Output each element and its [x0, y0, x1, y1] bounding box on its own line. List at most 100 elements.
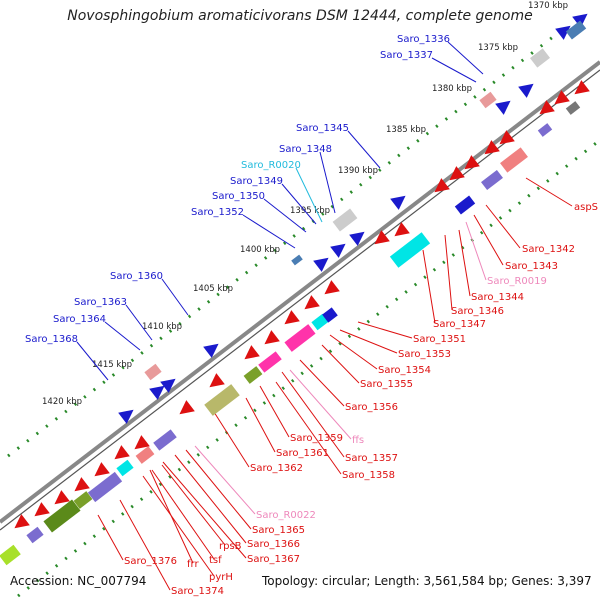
backbone-edge: [0, 69, 600, 531]
gene-label-forward: Saro_1364: [53, 314, 106, 325]
leader-line: [125, 304, 153, 341]
gene-label-forward: Saro_1348: [279, 144, 332, 155]
reverse-gene-arrow: [539, 100, 555, 115]
leader-line: [525, 177, 573, 207]
reverse-gene-block: [43, 499, 81, 533]
leader-line: [242, 214, 296, 249]
reverse-gene-block: [153, 429, 177, 451]
leader-line: [289, 369, 352, 440]
reverse-gene-arrow: [499, 130, 515, 145]
reverse-gene-arrow: [179, 400, 195, 415]
reverse-gene-block: [243, 366, 263, 384]
gene-label-reverse-rna: ffs: [352, 435, 364, 446]
leader-line: [185, 449, 252, 530]
reverse-gene-block: [481, 169, 503, 191]
leader-line: [151, 469, 215, 560]
reverse-gene-arrow: [14, 514, 30, 529]
gene-label-forward: Saro_1363: [74, 297, 127, 308]
gene-label-reverse: Saro_1358: [342, 470, 395, 481]
reverse-gene-arrow: [394, 222, 410, 237]
forward-gene-arrow: [118, 409, 134, 424]
leader-line: [319, 151, 336, 214]
reverse-gene-arrow: [244, 345, 260, 360]
reverse-gene-arrow: [484, 140, 500, 155]
leader-line: [142, 475, 215, 577]
reverse-gene-block: [26, 526, 44, 544]
scale-label: 1420 kbp: [42, 397, 82, 407]
reverse-gene-block: [537, 123, 553, 137]
gene-label-reverse: Saro_1361: [276, 448, 329, 459]
gene-label-reverse: tsf: [209, 555, 222, 566]
reverse-gene-arrow: [304, 295, 320, 310]
reverse-gene-block: [73, 491, 93, 509]
gene-label-reverse: Saro_1374: [171, 586, 224, 597]
forward-gene-arrow: [495, 100, 511, 115]
gene-label-forward: Saro_1337: [380, 50, 433, 61]
leader-line: [275, 381, 342, 475]
gene-label-reverse: Saro_1365: [252, 525, 305, 536]
reverse-gene-block: [87, 471, 123, 503]
gene-label-reverse: Saro_1353: [398, 349, 451, 360]
reverse-gene-block: [135, 446, 155, 464]
scale-label: 1410 kbp: [142, 322, 182, 332]
reverse-gene-arrow: [134, 435, 150, 450]
leader-line: [194, 445, 256, 515]
leader-line: [431, 57, 477, 83]
leader-line: [339, 329, 398, 354]
scale-label: 1370 kbp: [528, 1, 568, 11]
leader-line: [281, 371, 345, 458]
gene-label-reverse: Saro_1355: [360, 379, 413, 390]
reverse-gene-block: [454, 195, 476, 215]
reverse-gene-block: [500, 147, 528, 173]
gene-label-forward: Saro_1345: [296, 123, 349, 134]
reverse-gene-arrow: [284, 310, 300, 325]
scale-label: 1385 kbp: [386, 125, 426, 135]
leader-line: [259, 385, 290, 438]
leader-line: [119, 499, 171, 591]
gene-label-reverse: Saro_1359: [290, 433, 343, 444]
outer-tick-row: [7, 28, 563, 458]
scale-label: 1380 kbp: [432, 84, 472, 94]
gene-label-forward: Saro_1349: [230, 176, 283, 187]
reverse-gene-block: [284, 324, 316, 352]
scale-label: 1415 kbp: [92, 360, 132, 370]
leader-line: [213, 411, 250, 468]
reverse-gene-block: [322, 307, 338, 323]
reverse-gene-arrow: [264, 330, 280, 345]
forward-gene-block: [291, 254, 303, 266]
leader-line: [357, 321, 413, 339]
scale-label: 1400 kbp: [240, 245, 280, 255]
page-title: Novosphingobium aromaticivorans DSM 1244…: [67, 8, 533, 24]
forward-gene-arrow: [313, 257, 329, 272]
leader-line: [162, 461, 247, 559]
leader-line: [161, 278, 189, 316]
gene-label-forward: Saro_1350: [212, 191, 265, 202]
forward-gene-arrow: [349, 231, 365, 246]
forward-gene-arrow: [390, 195, 406, 210]
gene-label-reverse: Saro_1356: [345, 402, 398, 413]
reverse-gene-arrow: [209, 373, 225, 388]
forward-gene-arrow: [149, 385, 165, 400]
gene-label-reverse: Saro_1367: [247, 554, 300, 565]
forward-gene-arrow: [203, 343, 219, 358]
forward-gene-arrow: [555, 25, 571, 40]
forward-gene-block: [565, 20, 587, 40]
scale-label: 1395 kbp: [290, 206, 330, 216]
forward-gene-arrow: [160, 378, 176, 393]
gene-label-reverse: Saro_1376: [124, 556, 177, 567]
gene-label-reverse-rna: Saro_R0022: [256, 510, 316, 521]
leader-line: [174, 454, 247, 544]
gene-label-reverse: Saro_1347: [433, 319, 486, 330]
gene-label-forward: Saro_1360: [110, 271, 163, 282]
leader-line: [161, 464, 226, 546]
reverse-gene-arrow: [54, 490, 70, 505]
reverse-gene-block: [389, 232, 431, 268]
gene-label-forward: Saro_1368: [25, 334, 78, 345]
gene-label-reverse: Saro_1366: [247, 539, 300, 550]
reverse-gene-arrow: [464, 155, 480, 170]
gene-label-reverse: Saro_1354: [378, 365, 431, 376]
reverse-gene-block: [565, 101, 581, 115]
gene-label-reverse: Saro_1351: [413, 334, 466, 345]
